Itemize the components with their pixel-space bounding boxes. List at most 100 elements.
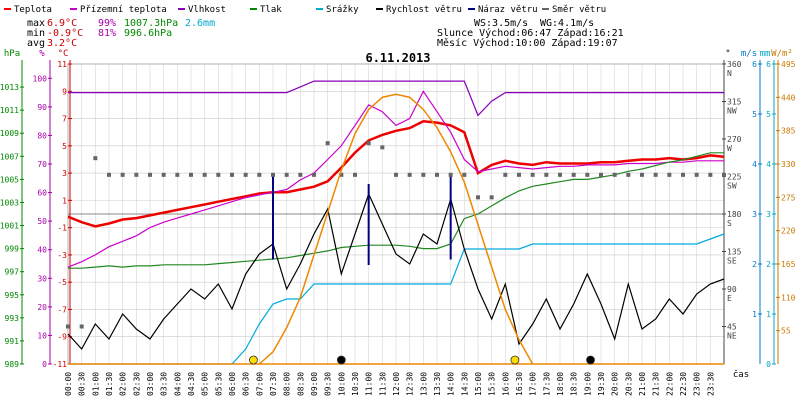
legend-label: Náraz větru [478,5,538,15]
wind-dir-point [298,172,303,177]
x-tick-label: 05:30 [214,372,223,396]
x-tick-label: 00:30 [78,372,87,396]
pct-axis-tick-label: 20 [37,303,47,312]
hpa-axis-tick-label: 995 [5,291,20,300]
dir-axis-tick-label: 135 [727,248,742,257]
axes: 9899919939959979991001100310051007100910… [0,60,796,369]
x-tick-label: 18:00 [556,372,565,396]
sunrise-marker [249,355,258,365]
series-teplota [67,120,725,228]
wind-dir-point [339,172,344,177]
legend: Teplota Přízemní teplota Vlhkost Tlak Srážky… [4,5,606,15]
x-tick-label: 22:30 [679,372,688,396]
x-tick-label: 07:30 [269,372,278,396]
dir-axis-tick-dir: S [727,219,732,228]
pct-axis-tick-label: 30 [37,274,47,283]
hpa-axis-tick-label: 1009 [0,129,19,138]
dir-axis-tick-dir: NW [727,107,737,116]
wind-dir-point [544,172,549,177]
x-tick-label: 20:30 [624,372,633,396]
wind-dir-point [243,172,248,177]
unit-celsius: °C [58,49,69,59]
wind-dir-point [489,195,494,200]
pct-axis-tick-label: 100 [33,74,48,83]
wind-dir-point [476,195,480,200]
x-tick-label: 03:00 [146,372,155,396]
legend-label: Teplota [14,5,52,15]
ms-axis-tick-label: 6 [752,60,757,69]
wind-dir-point [325,141,330,146]
x-tick-label: 06:00 [228,372,237,396]
wind-dir-point [394,172,398,177]
x-tick-label: 22:00 [665,372,674,396]
wm2-axis-tick-label: 495 [781,60,796,69]
x-tick-label: 14:30 [460,372,469,396]
wind-dir-point [161,172,166,177]
wm2-axis-tick-label: 275 [781,193,796,202]
wind-dir-point [722,172,726,177]
wind-dir-point [79,324,84,329]
x-tick-label: 17:30 [542,372,551,396]
mm-axis-tick-label: 4 [766,160,771,169]
x-tick-label: 03:30 [160,372,169,396]
dir-axis-tick-label: 180 [727,210,742,219]
ms-axis-tick-label: 1 [752,310,757,319]
x-tick-label: 16:00 [501,372,510,396]
wind-dir-point [708,172,713,177]
x-tick-label: 12:00 [392,372,401,396]
series-p-zemn-teplota [67,90,724,268]
pct-axis-tick-label: 70 [37,160,47,169]
solar-curve [68,93,724,365]
x-tick-label: 21:00 [638,372,647,396]
dir-axis-tick-label: 315 [727,98,742,107]
wind-dir-point [517,172,521,177]
stat-max-press: 1007.3hPa [124,18,178,29]
x-tick-label: 04:30 [187,372,196,396]
wm2-axis-tick-label: 440 [781,93,796,102]
unit-ms: m/s [741,49,757,59]
temp-axis-tick-label: -1 [57,224,67,233]
temp-axis-tick-label: 3 [62,169,67,178]
x-tick-label: 20:00 [611,372,620,396]
stat-gust: WG:4.1m/s [540,18,594,29]
x-tick-label: 15:00 [474,372,483,396]
series-vlhkost [68,80,724,117]
x-tick-label: 05:00 [201,372,210,396]
hpa-axis-tick-label: 1013 [0,83,19,92]
wind-dir-point [202,172,207,177]
ms-axis-tick-label: 2 [752,260,757,269]
stat-wind: WS:3.5m/s [474,18,528,29]
temp-axis-tick-label: -9 [57,333,67,342]
x-tick-label: 13:00 [419,372,428,396]
wind-dir-point [612,172,617,177]
stat-max-label: max [27,18,45,29]
pct-axis-tick-label: 10 [37,331,47,340]
x-tick-label: 00:00 [64,372,73,396]
stat-max-hum: 99% [98,18,116,29]
wind-dir-point [448,172,453,177]
dir-axis-tick-dir: N [727,69,732,78]
unit-time: čas [733,369,749,380]
x-tick-label: 19:30 [597,372,606,396]
x-tick-label: 02:30 [132,372,141,396]
x-tick-label: 21:30 [652,372,661,396]
temp-axis-tick-label: -11 [53,360,68,369]
wind-dir-point [230,172,234,177]
wind-dir-point [640,172,644,177]
wind-dir-point [271,172,275,177]
stat-avg-temp: 3.2°C [47,38,77,49]
stat-min-hum: 81% [98,28,116,39]
wind-dir-point [653,172,658,177]
unit-degrees: ° [725,49,730,59]
mm-axis-tick-label: 3 [766,210,771,219]
wind-dir-point [366,141,371,146]
hpa-axis-tick-label: 997 [5,268,20,277]
wind-dir-point [134,172,139,177]
wind-dir-point [257,172,262,177]
mm-axis-tick-label: 0 [766,360,771,369]
legend-label: Přízemní teplota [80,5,167,15]
stat-min-label: min [27,28,45,39]
ms-axis-tick-label: 5 [752,110,757,119]
stat-avg-label: avg [27,38,45,49]
